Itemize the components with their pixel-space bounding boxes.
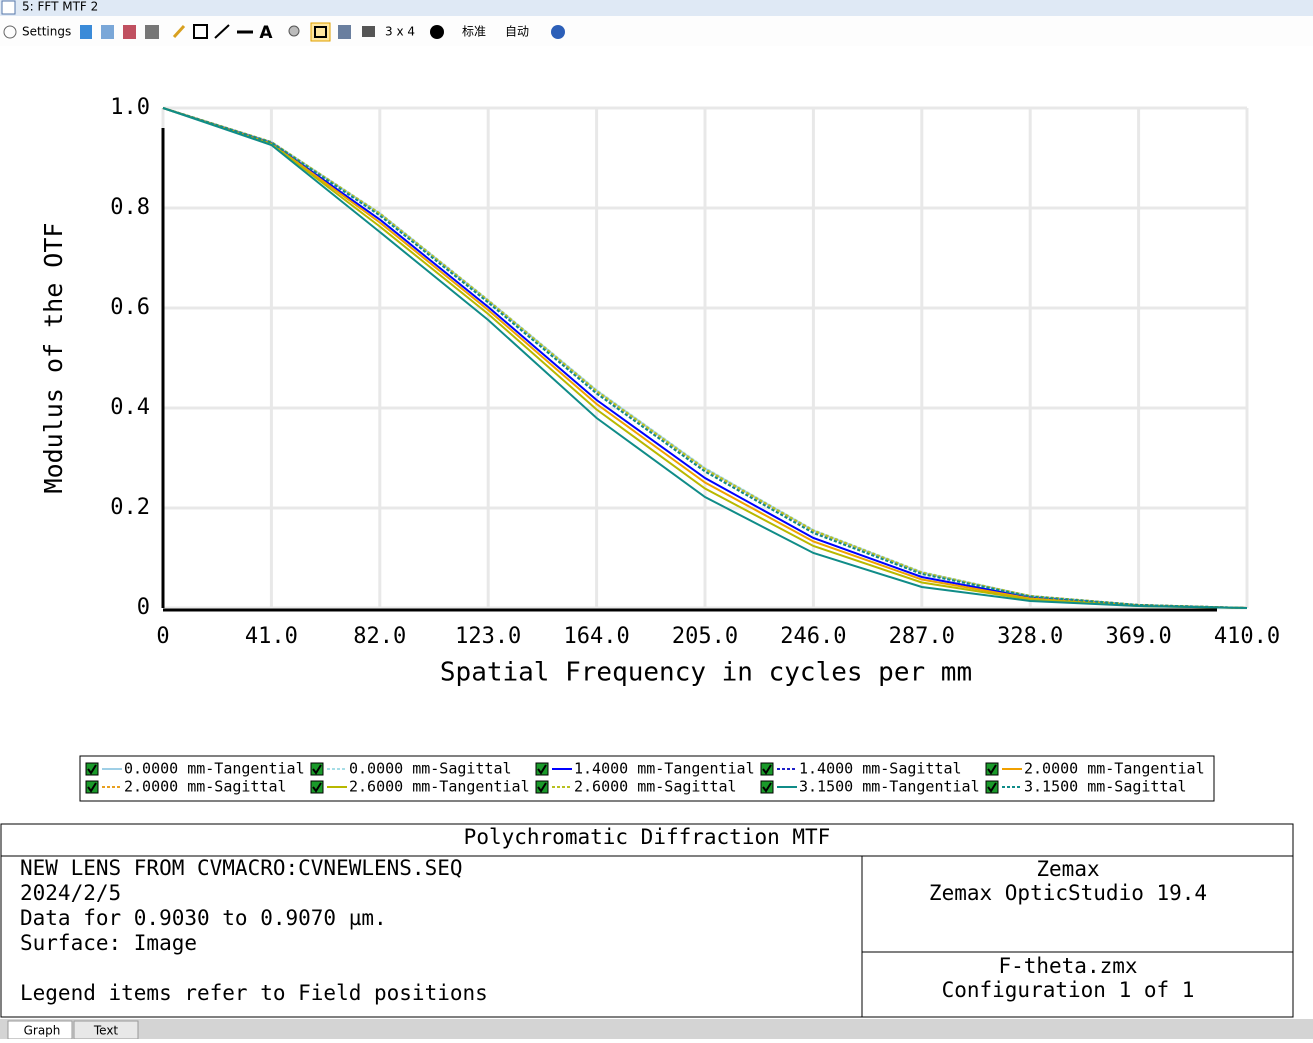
settings-toggle[interactable]	[3, 25, 17, 39]
x-tick-label: 328.0	[997, 624, 1063, 649]
legend-check	[312, 782, 322, 793]
x-axis-title: Spatial Frequency in cycles per mm	[440, 658, 972, 688]
pen-button[interactable]	[172, 24, 186, 39]
standard-dropdown[interactable]: 标准	[462, 25, 486, 39]
toolbar	[0, 16, 1313, 46]
auto-dropdown[interactable]: 自动	[505, 25, 529, 39]
y-tick-label: 0.4	[110, 395, 150, 420]
y-tick-label: 0	[137, 595, 150, 620]
layers-button[interactable]	[362, 26, 375, 37]
legend-label: 2.6000 mm-Tangential	[349, 778, 530, 796]
legend-label: 3.1500 mm-Sagittal	[1024, 778, 1187, 796]
rotate-button[interactable]	[430, 25, 444, 39]
legend-items: 0.0000 mm-Tangential 0.0000 mm-Sagittal 1.…	[85, 760, 1205, 796]
grid-icon	[314, 26, 327, 38]
info-title: Polychromatic Diffraction MTF	[464, 825, 831, 849]
legend-label: 2.6000 mm-Sagittal	[574, 778, 737, 796]
layout-dropdown[interactable]: 3 x 4	[385, 25, 415, 39]
info-line: Surface: Image	[20, 931, 197, 955]
x-tick-label: 369.0	[1105, 624, 1171, 649]
x-tick-label: 82.0	[353, 624, 406, 649]
info-line: Zemax	[1036, 857, 1099, 881]
series-line	[162, 107, 1248, 609]
graph-tab-label[interactable]: Graph	[24, 1024, 61, 1038]
settings-button[interactable]: Settings	[22, 25, 71, 39]
y-tick-label: 0.2	[110, 495, 150, 520]
window-icon	[1, 0, 16, 15]
legend-check	[987, 764, 997, 775]
legend-label: 1.4000 mm-Sagittal	[799, 760, 962, 778]
stamp-button[interactable]	[288, 25, 300, 37]
x-tick-label: 41.0	[245, 624, 298, 649]
legend-check	[762, 764, 772, 775]
x-tick-label: 287.0	[889, 624, 955, 649]
y-tick-label: 0.8	[110, 195, 150, 220]
info-line: F-theta.zmx	[998, 954, 1137, 978]
legend-check	[312, 764, 322, 775]
info-line: Data for 0.9030 to 0.9070 µm.	[20, 906, 387, 930]
info-line: NEW LENS FROM CVMACRO:CVNEWLENS.SEQ	[20, 856, 463, 880]
legend-label: 2.0000 mm-Sagittal	[124, 778, 287, 796]
y-axis-title: Modulus of the OTF	[39, 223, 68, 494]
save-button[interactable]	[123, 25, 136, 39]
x-tick-label: 205.0	[672, 624, 738, 649]
info-line: Legend items refer to Field positions	[20, 981, 488, 1005]
legend-label: 1.4000 mm-Tangential	[574, 760, 755, 778]
legend-label: 0.0000 mm-Tangential	[124, 760, 305, 778]
legend-check	[537, 764, 547, 775]
info-line: Configuration 1 of 1	[942, 978, 1195, 1002]
legend-check	[87, 782, 97, 793]
legend-check	[87, 764, 97, 775]
text-button[interactable]: A	[259, 23, 273, 43]
info-line: 2024/2/5	[20, 881, 121, 905]
x-tick-label: 164.0	[563, 624, 629, 649]
copy-button[interactable]	[101, 25, 114, 39]
x-tick-label: 0	[156, 624, 169, 649]
legend-label: 2.0000 mm-Tangential	[1024, 760, 1205, 778]
refresh-button[interactable]	[80, 25, 92, 39]
legend-label: 0.0000 mm-Sagittal	[349, 760, 512, 778]
text-tab-label[interactable]: Text	[93, 1024, 119, 1038]
x-tick-label: 123.0	[455, 624, 521, 649]
arrow-button[interactable]	[214, 24, 230, 39]
legend-check	[762, 782, 772, 793]
legend-check	[537, 782, 547, 793]
x-tick-label: 410.0	[1214, 624, 1280, 649]
legend-label: 3.1500 mm-Tangential	[799, 778, 980, 796]
y-tick-label: 0.6	[110, 295, 150, 320]
toolbar-icons: A	[80, 22, 565, 43]
print-button[interactable]	[145, 25, 159, 39]
window-title: 5: FFT MTF 2	[22, 0, 98, 14]
info-box: Polychromatic Diffraction MTF NEW LENS F…	[0, 823, 1294, 1018]
plot-area: 0 0.2 0.4 0.6 0.8 1.0 0 41.0 82.0 123.0 164.0 205.0…	[110, 95, 1280, 649]
x-tick-label: 246.0	[780, 624, 846, 649]
window-button[interactable]	[338, 25, 351, 39]
info-line: Zemax OpticStudio 19.4	[929, 881, 1207, 905]
grid-button[interactable]	[310, 22, 331, 42]
legend-check	[987, 782, 997, 793]
rect-button[interactable]	[193, 24, 208, 39]
series-line	[162, 107, 1248, 609]
tab-bar	[0, 1019, 1313, 1039]
help-button[interactable]	[551, 25, 565, 39]
legend	[79, 755, 1215, 802]
title-bar	[0, 0, 1313, 16]
y-tick-label: 1.0	[110, 95, 150, 120]
